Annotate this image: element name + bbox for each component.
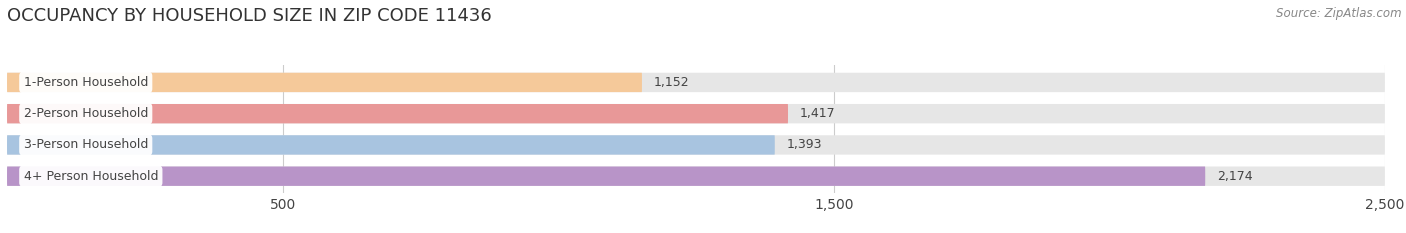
FancyBboxPatch shape (7, 104, 787, 123)
Text: 2,174: 2,174 (1218, 170, 1253, 183)
Text: 1-Person Household: 1-Person Household (24, 76, 148, 89)
FancyBboxPatch shape (7, 104, 1385, 123)
Text: OCCUPANCY BY HOUSEHOLD SIZE IN ZIP CODE 11436: OCCUPANCY BY HOUSEHOLD SIZE IN ZIP CODE … (7, 7, 492, 25)
FancyBboxPatch shape (7, 135, 1385, 155)
FancyBboxPatch shape (7, 167, 1385, 186)
Text: 1,393: 1,393 (787, 138, 823, 151)
Text: 3-Person Household: 3-Person Household (24, 138, 148, 151)
Text: 4+ Person Household: 4+ Person Household (24, 170, 157, 183)
Text: 1,152: 1,152 (654, 76, 690, 89)
FancyBboxPatch shape (7, 73, 1385, 92)
Text: 2-Person Household: 2-Person Household (24, 107, 148, 120)
FancyBboxPatch shape (7, 73, 643, 92)
Text: Source: ZipAtlas.com: Source: ZipAtlas.com (1277, 7, 1402, 20)
FancyBboxPatch shape (7, 167, 1205, 186)
FancyBboxPatch shape (7, 135, 775, 155)
Text: 1,417: 1,417 (800, 107, 835, 120)
